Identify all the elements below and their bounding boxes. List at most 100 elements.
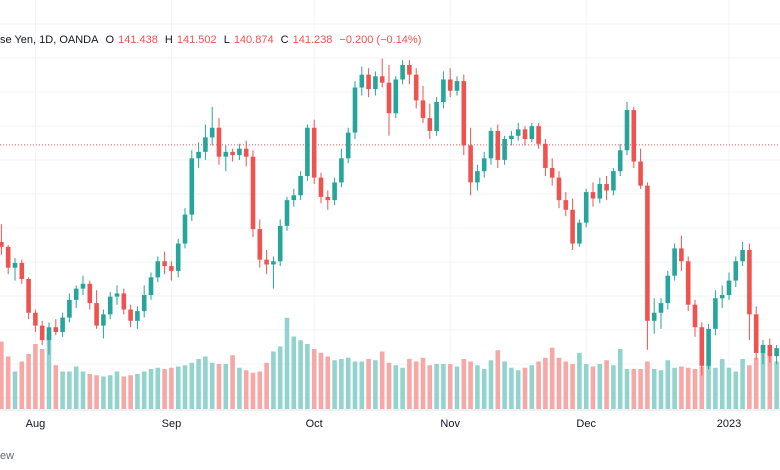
volume-bar: [257, 371, 263, 409]
candlestick: [515, 122, 521, 141]
volume-bar: [352, 361, 358, 409]
volume-bar: [366, 359, 371, 409]
volume-bar: [128, 375, 133, 409]
candlestick: [379, 58, 385, 88]
volume-bar: [19, 361, 25, 409]
volume-bar: [162, 369, 167, 409]
candlestick: [767, 338, 773, 363]
candlestick: [0, 224, 4, 255]
volume-bar: [87, 374, 93, 409]
volume-bar: [556, 357, 562, 409]
candlestick: [427, 103, 433, 139]
candlestick: [305, 124, 310, 181]
volume-bar: [447, 364, 453, 409]
candlestick: [597, 177, 603, 204]
candlestick: [679, 235, 684, 271]
volume-bar: [747, 365, 752, 409]
candlestick: [509, 130, 514, 146]
candlestick: [53, 319, 59, 336]
volume-bar: [665, 360, 671, 409]
low-value: 140.874: [233, 34, 274, 46]
candlestick: [645, 182, 650, 350]
candlestick: [658, 298, 664, 329]
volume-bar: [753, 357, 759, 409]
candlestick: [454, 76, 460, 96]
candlestick: [699, 322, 705, 376]
volume-bar: [413, 361, 419, 409]
volume-bar: [624, 369, 630, 409]
candlestick: [182, 208, 188, 249]
change-value: −0.200 (−0.14%): [339, 34, 422, 46]
candlestick: [543, 139, 548, 176]
volume-bar: [651, 369, 657, 409]
candlestick: [19, 259, 25, 284]
candlestick: [563, 192, 569, 217]
candlestick: [271, 256, 276, 289]
volume-bar: [692, 369, 698, 409]
volume-bar: [386, 362, 392, 409]
high-value: 141.502: [176, 34, 217, 46]
candlestick: [209, 106, 215, 146]
volume-bar: [114, 371, 120, 409]
volume-bar: [502, 361, 507, 409]
close-label: C: [280, 34, 289, 46]
candlestick: [169, 261, 174, 281]
volume-bar: [638, 369, 643, 409]
volume-bar: [39, 349, 45, 409]
x-tick-label: Oct: [306, 418, 323, 430]
candlestick: [753, 306, 759, 360]
candlestick: [291, 188, 297, 207]
volume-bar: [590, 366, 596, 409]
candlestick: [243, 140, 249, 167]
candlestick: [325, 190, 331, 210]
candlestick: [475, 164, 480, 191]
candlestick: [135, 306, 140, 329]
volume-bar: [379, 351, 385, 409]
candlestick: [141, 285, 147, 318]
candlestick: [502, 135, 507, 165]
volume-bar: [26, 354, 31, 409]
volume-bar: [767, 351, 773, 409]
candlestick: [60, 312, 65, 337]
volume-bar: [597, 364, 603, 409]
candlestick: [447, 68, 453, 98]
volume-bar: [631, 369, 637, 409]
candlestick: [495, 124, 501, 168]
volume-bar: [325, 356, 331, 409]
candlestick: [733, 256, 739, 287]
volume-bar: [373, 360, 378, 409]
x-tick-label: Nov: [440, 418, 460, 430]
candlestick: [570, 198, 575, 250]
candlestick: [12, 258, 18, 281]
candlestick: [352, 81, 358, 139]
candlestick: [237, 143, 242, 160]
low-label: L: [223, 34, 230, 46]
volume-bar: [94, 375, 99, 409]
volume-bar: [12, 371, 18, 409]
candlestick: [441, 71, 446, 109]
candlestick: [196, 142, 201, 168]
volume-bar: [121, 376, 127, 409]
candlestick: [726, 272, 732, 300]
candlestick: [393, 76, 399, 119]
candlesticks: [0, 58, 779, 376]
candlestick: [216, 118, 222, 165]
candlestick: [665, 270, 671, 310]
volume-bar: [203, 356, 208, 409]
candlestick: [155, 256, 161, 283]
candlestick: [413, 68, 419, 109]
volume-bar: [67, 371, 72, 409]
volume-bar: [332, 360, 337, 409]
x-tick-label: 2023: [717, 418, 741, 430]
volume-bar: [298, 340, 303, 409]
volume-bar: [461, 359, 467, 409]
volume-bar: [434, 364, 439, 409]
volume-bar: [536, 361, 541, 409]
volume-bar: [271, 351, 276, 409]
volume-bar: [522, 367, 528, 409]
volume-bar: [740, 359, 745, 409]
candlestick: [94, 290, 99, 329]
volume-bar: [577, 352, 582, 409]
candlestick: [339, 148, 344, 188]
